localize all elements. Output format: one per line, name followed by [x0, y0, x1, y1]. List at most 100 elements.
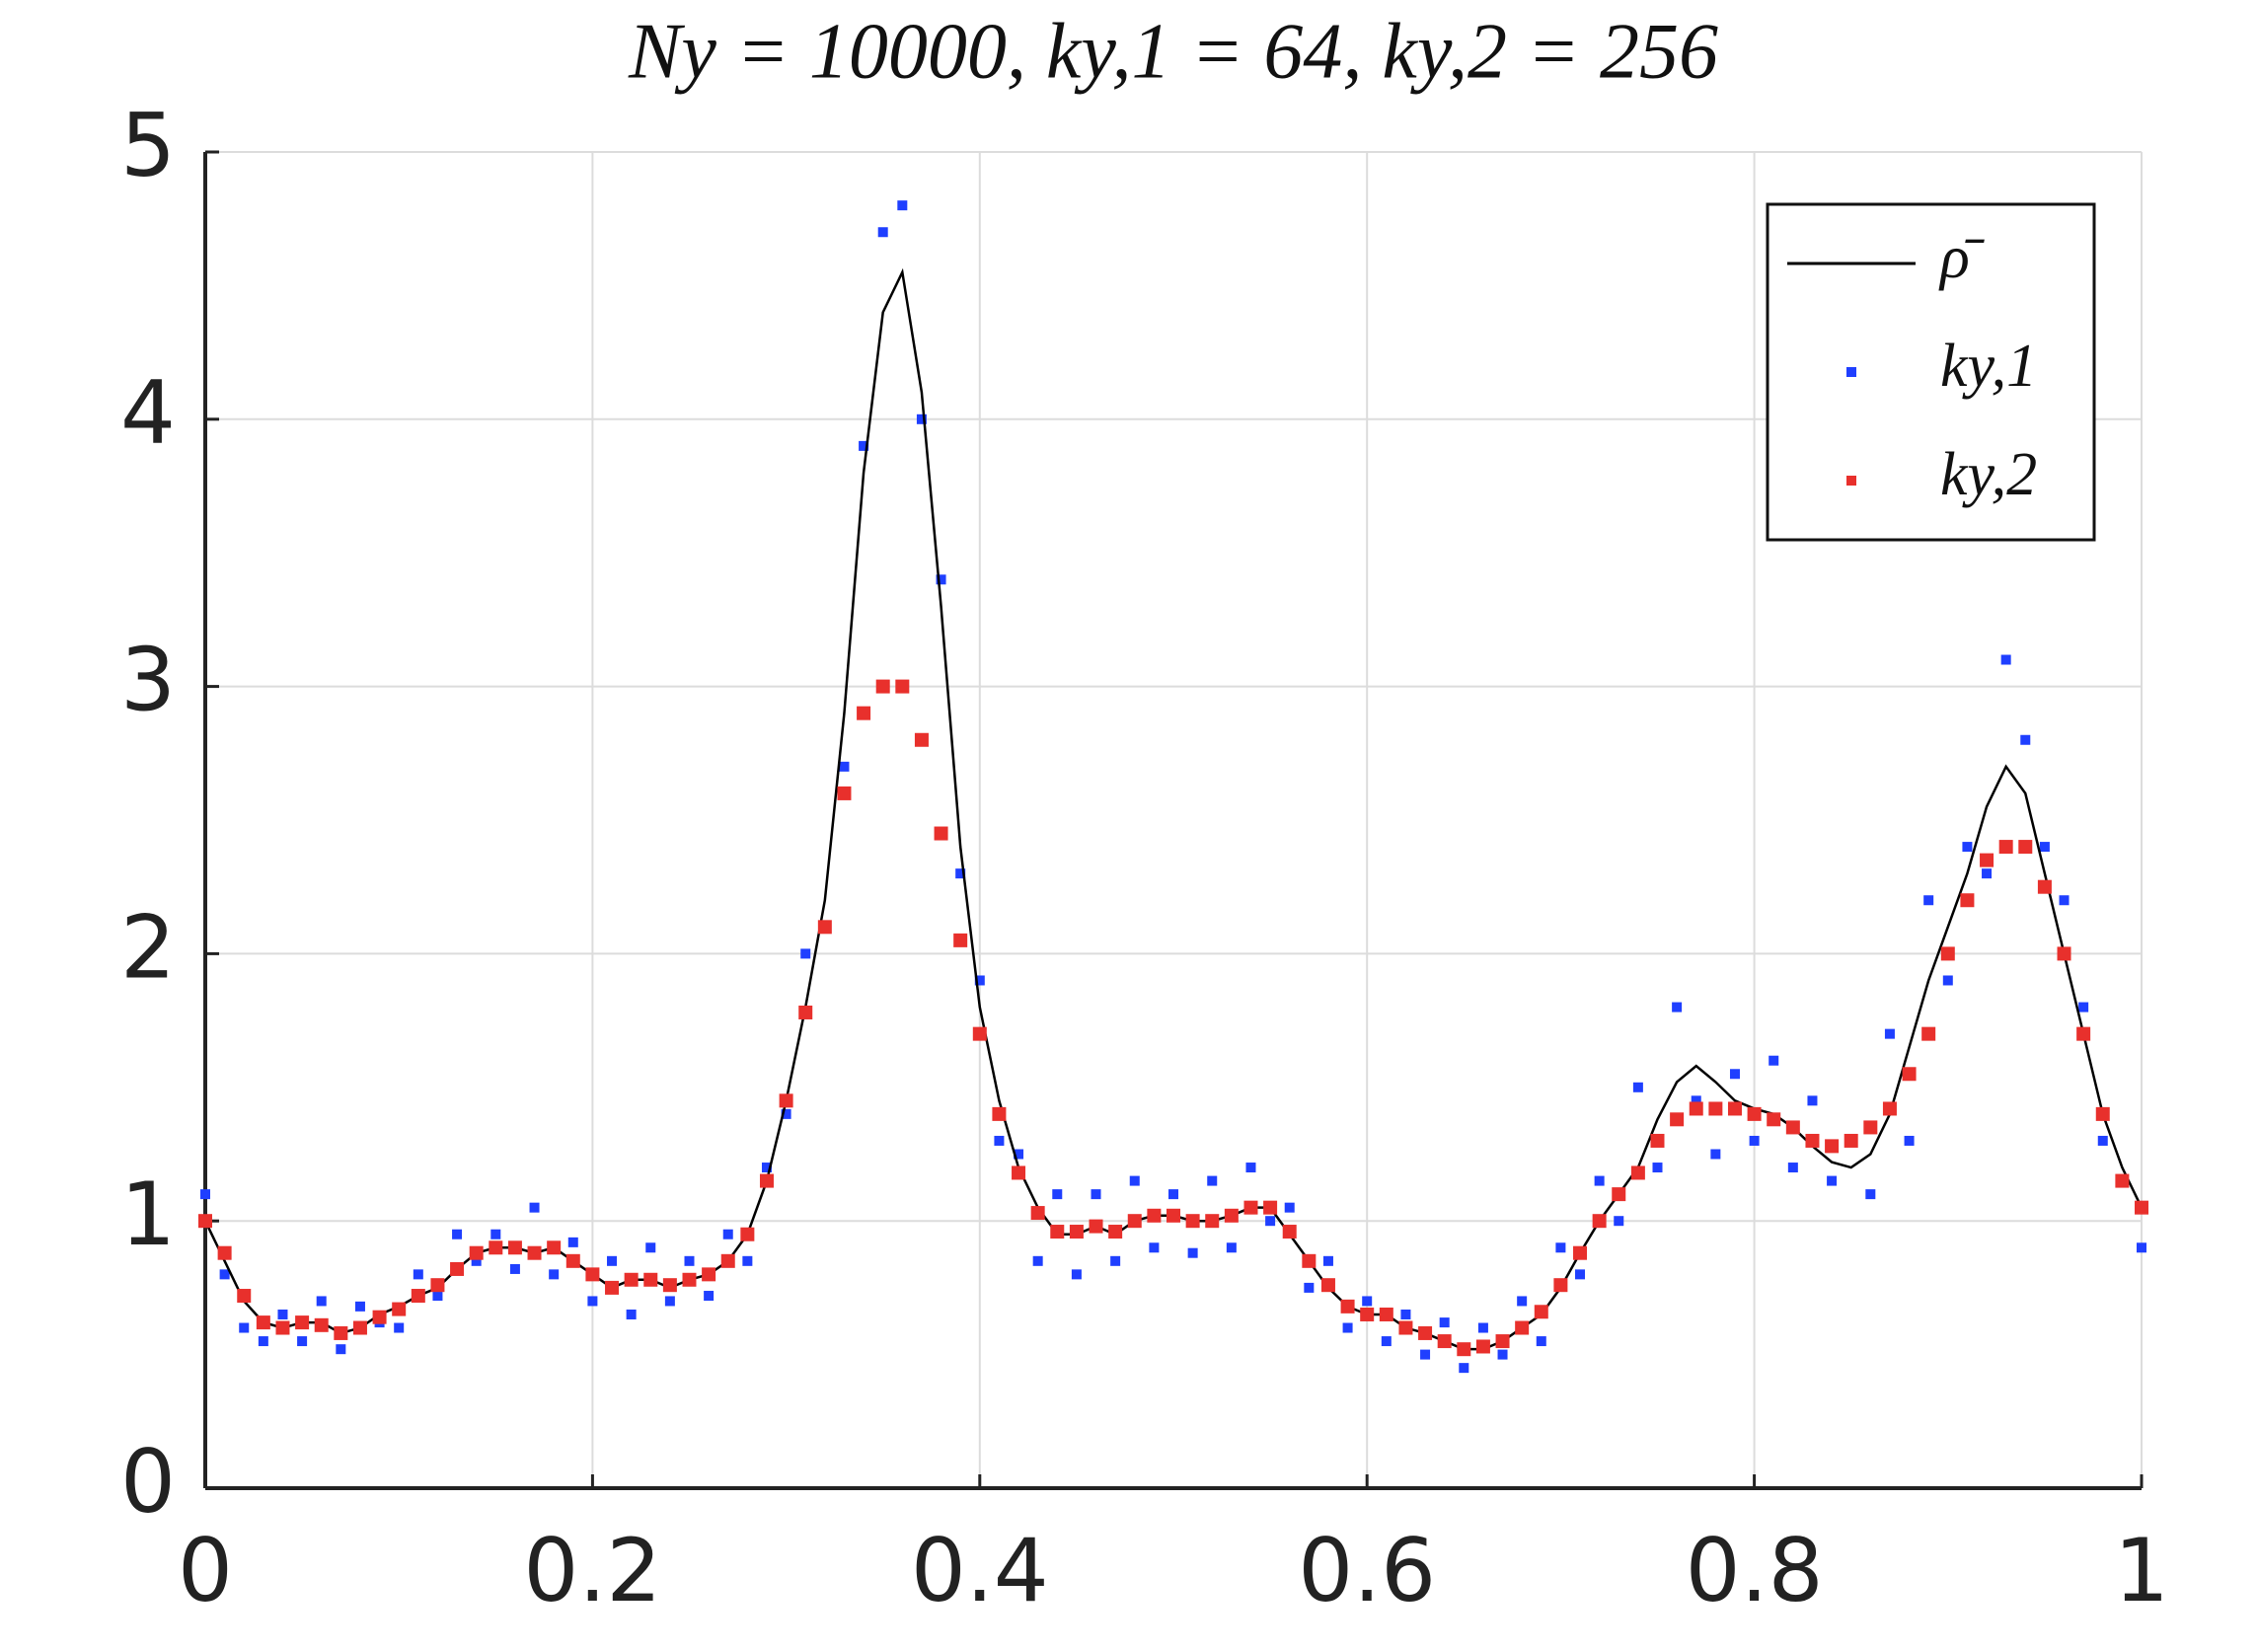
point — [354, 1301, 365, 1312]
point — [334, 1325, 348, 1340]
point — [2000, 654, 2011, 665]
point — [411, 1289, 425, 1304]
point — [413, 1269, 423, 1280]
point — [1708, 1101, 1723, 1116]
point — [2020, 734, 2031, 745]
point — [1534, 1305, 1548, 1319]
point — [1069, 1225, 1084, 1239]
point — [817, 920, 832, 935]
point — [527, 1245, 542, 1260]
point — [1940, 946, 1955, 961]
point — [1265, 1216, 1276, 1227]
point — [490, 1229, 501, 1239]
point — [605, 1280, 620, 1295]
point — [1050, 1225, 1065, 1239]
point — [1882, 1101, 1897, 1116]
point — [1960, 893, 1975, 908]
point — [1921, 1026, 1936, 1041]
point — [219, 1269, 230, 1280]
point — [936, 574, 946, 585]
point — [2039, 842, 2050, 853]
point — [1030, 1206, 1045, 1221]
point — [1381, 1336, 1392, 1347]
point — [916, 413, 927, 424]
point — [837, 786, 852, 800]
point — [1322, 1255, 1333, 1266]
point — [1032, 1255, 1043, 1266]
point — [1418, 1325, 1433, 1340]
point — [1110, 1255, 1121, 1266]
point — [1379, 1307, 1393, 1321]
point — [859, 440, 869, 451]
point — [722, 1229, 733, 1239]
point — [2057, 946, 2071, 961]
point — [1904, 1135, 1915, 1146]
point — [1612, 1187, 1626, 1202]
point — [1710, 1149, 1721, 1160]
point — [664, 1296, 675, 1307]
point — [1807, 1095, 1818, 1106]
point — [2059, 895, 2070, 906]
point — [1998, 840, 2013, 855]
point — [1632, 1082, 1643, 1092]
legend-box — [1766, 202, 2096, 542]
point — [761, 1163, 772, 1173]
point — [1207, 1175, 1218, 1186]
point — [1362, 1296, 1373, 1307]
point — [430, 1278, 445, 1293]
point — [1263, 1200, 1278, 1215]
point — [1497, 1349, 1508, 1360]
point — [295, 1315, 310, 1330]
point — [217, 1245, 232, 1260]
point — [914, 732, 929, 747]
point — [992, 1106, 1007, 1121]
point — [895, 679, 910, 694]
point — [1863, 1120, 1878, 1135]
point — [1284, 1202, 1295, 1213]
point — [1459, 1363, 1469, 1374]
point — [1767, 1112, 1781, 1127]
point — [1691, 1095, 1701, 1106]
point — [450, 1261, 465, 1276]
point — [2137, 1242, 2146, 1253]
point — [839, 761, 850, 772]
point — [471, 1255, 482, 1266]
point — [955, 868, 966, 879]
y-tick-label: 0 — [120, 1431, 176, 1533]
point — [314, 1317, 329, 1332]
point — [352, 1320, 367, 1335]
point — [567, 1237, 578, 1247]
point — [1245, 1163, 1256, 1173]
point — [1575, 1269, 1586, 1280]
point — [509, 1263, 520, 1274]
point — [742, 1255, 753, 1266]
point — [258, 1336, 268, 1347]
point — [740, 1227, 755, 1241]
point — [452, 1229, 463, 1239]
point — [1052, 1189, 1063, 1200]
point — [2078, 1002, 2089, 1013]
legend-marker — [1846, 476, 1856, 486]
point — [662, 1278, 677, 1293]
point — [1923, 895, 1934, 906]
point — [1769, 1055, 1779, 1066]
point — [507, 1240, 522, 1255]
point — [1670, 1112, 1685, 1127]
point — [1515, 1320, 1530, 1335]
point — [2095, 1106, 2110, 1121]
point — [336, 1344, 346, 1355]
point — [529, 1202, 540, 1213]
point — [489, 1240, 503, 1255]
point — [277, 1309, 288, 1319]
point — [1127, 1214, 1142, 1229]
x-tick-label: 0.4 — [911, 1520, 1049, 1621]
point — [974, 975, 985, 986]
point — [1185, 1214, 1200, 1229]
point — [1168, 1189, 1178, 1200]
point — [624, 1272, 639, 1287]
x-tick-label: 0.2 — [523, 1520, 661, 1621]
point — [1167, 1208, 1180, 1223]
point — [1014, 1149, 1024, 1160]
point — [781, 1108, 791, 1119]
